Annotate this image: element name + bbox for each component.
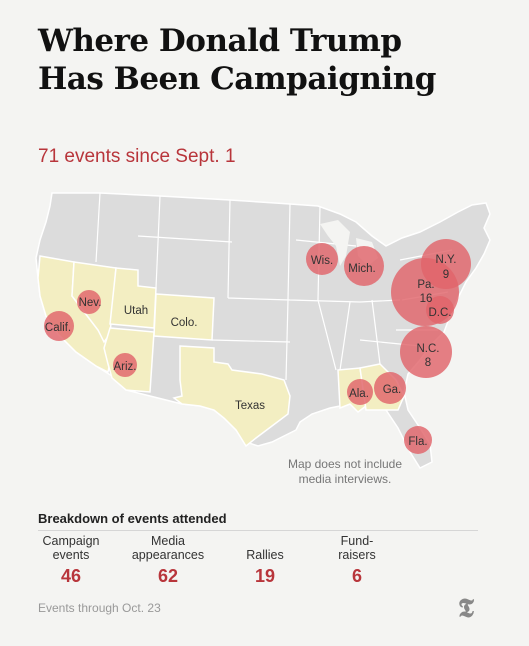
label-wisconsin: Wis. — [311, 255, 333, 267]
label-utah: Utah — [124, 305, 148, 317]
stat-media-appearances: Media appearances 62 — [113, 534, 223, 587]
breakdown-stats: Campaign events 46 Media appearances 62 Ra… — [0, 534, 529, 594]
stat-rallies: Rallies 19 — [210, 534, 320, 587]
divider — [38, 530, 478, 531]
subtitle: 71 events since Sept. 1 — [38, 146, 236, 167]
map-note: Map does not include media interviews. — [280, 457, 410, 487]
stat-label-line-1: Media — [150, 534, 186, 548]
bubble-arizona — [113, 353, 137, 377]
breakdown-title: Breakdown of events attended — [38, 511, 227, 526]
label-florida: Fla. — [408, 436, 427, 448]
stat-campaign-events: Campaign events 46 — [16, 534, 126, 587]
stat-label-line-1: Campaign — [42, 534, 100, 548]
stat-label: Campaign events — [16, 534, 126, 564]
label-new-york: N.Y. — [436, 254, 457, 266]
stat-label-line-2: appearances — [131, 548, 205, 562]
label-pennsylvania-count: 16 — [420, 293, 433, 305]
bubble-wisconsin — [306, 243, 338, 275]
bubble-florida — [404, 426, 432, 454]
label-alabama: Ala. — [349, 388, 369, 400]
stat-label-line-2: Rallies — [246, 548, 284, 562]
label-pennsylvania: Pa. — [417, 279, 434, 291]
stat-label-line-1: Fund- — [340, 534, 374, 548]
bubble-california — [44, 311, 74, 341]
headline: Where Donald Trump Has Been Campaigning — [38, 22, 498, 98]
bubble-michigan — [344, 246, 384, 286]
footnote: Events through Oct. 23 — [38, 601, 161, 615]
label-arizona: Ariz. — [114, 361, 137, 373]
label-colorado: Colo. — [171, 317, 198, 329]
stat-label-line-2: raisers — [338, 548, 376, 562]
headline-line-2: Has Been Campaigning — [38, 61, 436, 97]
label-new-york-count: 9 — [443, 269, 449, 281]
stat-value: 46 — [60, 566, 82, 586]
label-north-carolina: N.C. — [417, 343, 440, 355]
stat-value: 19 — [254, 566, 276, 586]
stat-value: 6 — [351, 566, 362, 586]
headline-line-1: Where Donald Trump — [38, 23, 402, 59]
label-dc: D.C. — [429, 307, 452, 319]
map-note-line-1: Map does not include — [287, 457, 403, 471]
us-map: Calif. Nev. Utah Colo. Ariz. Texas Wis. … — [35, 192, 491, 469]
bubble-dc — [426, 296, 454, 324]
stat-label: Fund-raisers — [302, 534, 412, 564]
bubble-alabama — [347, 379, 373, 405]
bubble-north-carolina — [400, 326, 452, 378]
stat-label: Rallies — [210, 534, 320, 564]
label-georgia: Ga. — [383, 384, 402, 396]
stat-label-line-2: events — [52, 548, 90, 562]
map-labels: Calif. Nev. Utah Colo. Ariz. Texas Wis. … — [45, 254, 457, 448]
stat-fundraisers: Fund-raisers 6 — [302, 534, 412, 587]
label-texas: Texas — [235, 400, 265, 412]
stat-label: Media appearances — [113, 534, 223, 564]
stat-value: 62 — [157, 566, 179, 586]
bubble-nevada — [77, 290, 101, 314]
label-michigan: Mich. — [348, 263, 375, 275]
state-texas — [172, 345, 291, 448]
bubble-georgia — [374, 372, 406, 404]
map-note-line-2: media interviews. — [298, 472, 392, 486]
label-north-carolina-count: 8 — [425, 357, 431, 369]
label-nevada: Nev. — [79, 297, 102, 309]
event-bubbles — [44, 239, 471, 454]
nyt-logo-icon: 𝕿 — [458, 594, 474, 624]
label-california: Calif. — [45, 322, 71, 334]
